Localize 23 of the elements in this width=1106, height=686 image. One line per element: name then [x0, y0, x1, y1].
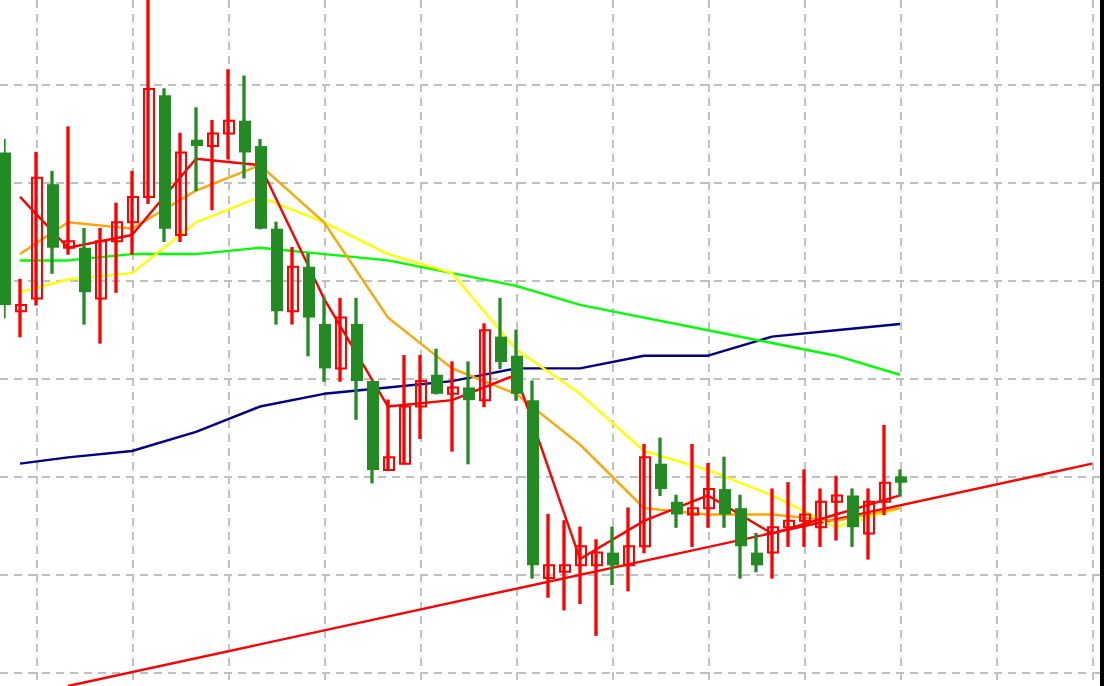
candlestick	[447, 361, 459, 452]
candlestick	[335, 297, 347, 382]
candlestick	[95, 228, 107, 344]
candlestick	[383, 399, 395, 472]
candlestick	[399, 355, 411, 465]
candlestick	[703, 463, 715, 528]
candlestick	[143, 0, 155, 204]
candlestick	[127, 170, 139, 255]
candlestick	[639, 443, 651, 554]
candlestick	[815, 488, 827, 547]
candlestick	[191, 107, 203, 192]
candlestick	[831, 475, 843, 541]
candlestick	[287, 247, 299, 325]
candlestick	[543, 513, 555, 598]
candlestick	[799, 469, 811, 547]
candlestick	[415, 355, 427, 439]
candlestick	[783, 482, 795, 547]
candlestick	[607, 526, 619, 586]
candlestick	[111, 202, 123, 293]
candlestick	[479, 323, 491, 408]
candlestick	[463, 361, 475, 465]
candlestick	[15, 278, 27, 338]
candlestick	[895, 469, 907, 497]
